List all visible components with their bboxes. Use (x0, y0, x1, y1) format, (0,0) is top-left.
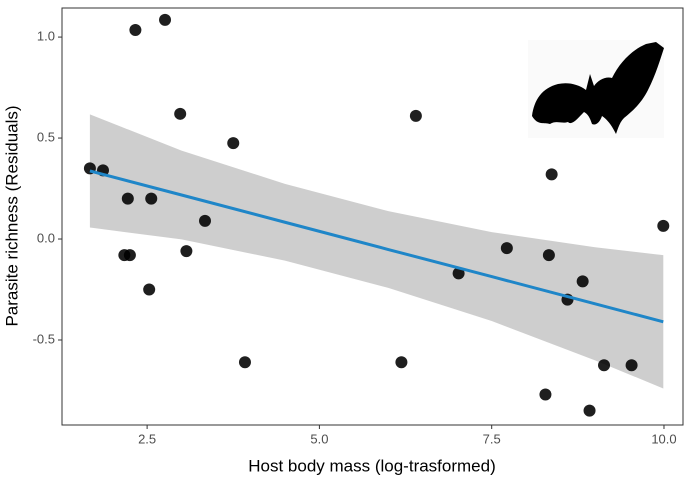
point (121, 192, 134, 205)
point (180, 245, 193, 258)
point (539, 388, 552, 401)
point (500, 242, 513, 255)
point (625, 359, 638, 372)
point (174, 107, 187, 120)
point (583, 404, 596, 417)
y-tick-label: -0.5 (33, 331, 55, 346)
point (129, 24, 142, 37)
x-tick-label: 10.0 (651, 431, 676, 446)
point (143, 283, 156, 296)
point (123, 249, 136, 262)
y-tick-label: 0.0 (37, 230, 55, 245)
point (145, 192, 158, 205)
x-axis-title: Host body mass (log-trasformed) (248, 456, 496, 475)
y-tick-label: 0.5 (37, 129, 55, 144)
point (598, 359, 611, 372)
point (238, 356, 251, 369)
panel-border (61, 7, 684, 426)
bat (532, 42, 664, 134)
point (542, 249, 555, 262)
point (159, 13, 172, 26)
x-tick-label: 5.0 (310, 431, 328, 446)
point (227, 137, 240, 150)
point (409, 109, 422, 122)
point (545, 168, 558, 181)
point (395, 356, 408, 369)
point (452, 267, 465, 280)
point (199, 214, 212, 227)
x-tick-label: 2.5 (138, 431, 156, 446)
regression-line (89, 169, 664, 324)
bat-silhouette (528, 40, 664, 138)
y-axis-title: Parasite richness (Residuals) (2, 105, 21, 326)
y-tick-label: 1.0 (37, 29, 55, 44)
point (657, 219, 670, 232)
confidence-band (89, 114, 664, 389)
x-tick-label: 7.5 (483, 431, 501, 446)
point (576, 275, 589, 288)
